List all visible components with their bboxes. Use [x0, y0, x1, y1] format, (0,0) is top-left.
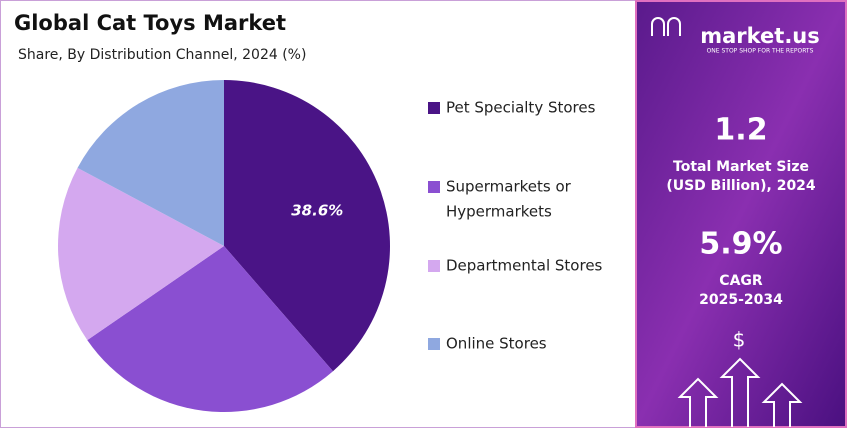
brand: market.us — [700, 24, 820, 48]
tagline: ONE STOP SHOP FOR THE REPORTS — [707, 48, 814, 55]
legend-label: Departmental Stores — [446, 257, 603, 275]
legend-label: Pet Specialty Stores — [446, 99, 596, 117]
pie-slice — [87, 246, 333, 412]
chart-subtitle: Share, By Distribution Channel, 2024 (%) — [18, 47, 306, 63]
legend-swatch — [428, 181, 440, 193]
data-label: 38.6% — [291, 202, 343, 220]
pie-slice — [224, 80, 390, 372]
market-size: 1.2 — [714, 113, 767, 148]
cagr-label: 2025-2034 — [699, 292, 783, 308]
panel-text: market.us ONE STOP SHOP FOR THE REPORTS … — [666, 24, 819, 352]
arrow — [719, 357, 761, 427]
icon: $ — [733, 328, 746, 352]
pie-slice — [77, 80, 224, 246]
legend-label: Hypermarkets — [446, 203, 552, 221]
pie-slice — [57, 167, 224, 341]
logo — [651, 17, 681, 36]
cagr: 5.9% — [699, 227, 782, 262]
arrow — [761, 382, 803, 427]
legend-label: Online Stores — [446, 335, 547, 353]
legend-swatch — [428, 338, 440, 350]
side-panel — [635, 0, 847, 428]
market-size-label: Total Market Size — [673, 159, 809, 175]
chart-title: Global Cat Toys Market — [14, 11, 286, 35]
legend-swatch — [428, 102, 440, 114]
arrows — [651, 17, 803, 427]
market-size-label: (USD Billion), 2024 — [666, 178, 816, 194]
legend-label: Supermarkets or — [446, 178, 572, 196]
arrow — [677, 377, 719, 427]
cagr-label: CAGR — [719, 273, 763, 289]
legend-swatch — [428, 260, 440, 272]
